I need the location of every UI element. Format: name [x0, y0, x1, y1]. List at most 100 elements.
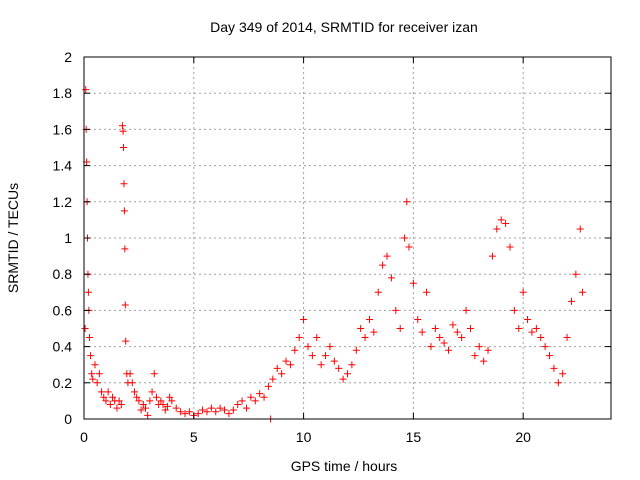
data-point: [546, 352, 554, 360]
data-point: [119, 127, 127, 135]
x-tick-label: 15: [406, 429, 422, 445]
data-point: [135, 397, 143, 405]
data-point: [203, 408, 211, 416]
x-tick-label: 5: [190, 429, 198, 445]
tick-labels: 0 5 10 15 20 0 0.2 0.4 0.6 0.8 1 1.2 1.4 1.6 1.8 2: [53, 49, 532, 445]
data-point: [578, 288, 586, 296]
data-point: [144, 411, 152, 419]
data-point: [396, 325, 404, 332]
data-point: [172, 404, 180, 412]
data-point: [264, 382, 272, 390]
data-point: [88, 370, 96, 378]
data-point: [401, 234, 409, 242]
data-point: [453, 328, 461, 336]
data-point: [221, 406, 229, 414]
data-point: [317, 361, 325, 369]
data-point: [383, 252, 391, 260]
y-tick-label: 0.4: [53, 339, 73, 355]
data-point: [339, 375, 347, 383]
data-point: [515, 325, 523, 332]
y-tick-label: 0.6: [53, 302, 73, 318]
y-tick-label: 1.4: [53, 158, 73, 174]
data-point: [502, 220, 510, 228]
y-tick-label: 0.2: [53, 375, 73, 391]
data-point: [348, 361, 356, 369]
data-point: [229, 406, 237, 414]
data-point: [106, 401, 114, 409]
data-point: [374, 288, 382, 296]
data-point: [352, 346, 360, 354]
data-point: [95, 370, 103, 378]
data-point: [122, 337, 130, 345]
data-point: [563, 334, 571, 342]
data-point: [113, 404, 121, 412]
data-point: [484, 346, 492, 354]
data-point: [313, 334, 321, 342]
data-point: [121, 301, 129, 309]
y-tick-label: 1.6: [53, 121, 73, 137]
data-point: [152, 393, 160, 401]
data-point: [344, 370, 351, 378]
data-point: [120, 144, 128, 151]
data-point: [163, 402, 171, 410]
grid-lines: [84, 57, 611, 419]
data-point: [330, 357, 338, 365]
data-point: [194, 410, 202, 418]
data-point: [81, 325, 89, 332]
data-point: [121, 245, 129, 253]
data-point: [541, 343, 549, 351]
data-point: [159, 401, 167, 409]
data-point: [409, 279, 417, 287]
data-point: [405, 243, 413, 251]
y-tick-label: 1: [64, 230, 72, 246]
data-point: [146, 397, 154, 405]
data-point: [216, 404, 224, 412]
data-point: [139, 401, 147, 409]
data-point: [89, 375, 97, 383]
data-point: [427, 343, 435, 351]
data-point: [238, 397, 246, 405]
data-point: [440, 339, 448, 347]
data-point: [445, 346, 453, 354]
data-point: [466, 325, 474, 332]
x-axis-label: GPS time / hours: [291, 458, 398, 474]
data-point: [273, 364, 281, 372]
data-point: [177, 408, 185, 416]
data-point: [471, 352, 479, 360]
data-point: [115, 397, 123, 405]
data-point: [458, 334, 466, 342]
data-point: [414, 315, 422, 323]
data-point: [242, 404, 250, 412]
y-tick-label: 0: [64, 411, 72, 427]
data-point: [365, 315, 373, 323]
data-point: [308, 352, 316, 360]
data-point: [282, 357, 290, 365]
data-point: [133, 393, 141, 401]
y-tick-label: 1.2: [53, 194, 73, 210]
data-point: [85, 334, 93, 342]
data-point: [370, 328, 378, 336]
data-point: [572, 270, 580, 278]
data-point: [403, 198, 411, 206]
data-point: [278, 370, 286, 378]
data-point: [251, 397, 259, 405]
x-tick-label: 0: [80, 429, 88, 445]
data-point: [225, 410, 233, 418]
data-point: [247, 393, 255, 401]
data-point: [141, 404, 149, 412]
data-point: [335, 364, 343, 372]
data-point: [510, 306, 518, 314]
data-point: [131, 388, 139, 396]
y-tick-label: 0.8: [53, 266, 73, 282]
data-point: [212, 408, 220, 416]
data-point: [559, 370, 567, 378]
data-point: [269, 375, 277, 383]
data-point: [550, 364, 558, 372]
data-point: [166, 393, 174, 401]
data-point: [181, 410, 189, 418]
data-point: [87, 352, 95, 360]
data-point: [82, 86, 90, 94]
data-point: [524, 315, 532, 323]
data-point: [436, 334, 444, 342]
